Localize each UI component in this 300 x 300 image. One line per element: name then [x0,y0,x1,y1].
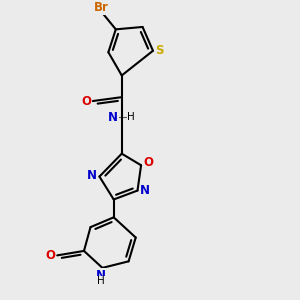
Text: O: O [143,156,154,170]
Text: H: H [128,112,135,122]
Text: N: N [108,111,118,124]
Text: Br: Br [94,1,108,14]
Text: N: N [140,184,150,197]
Text: O: O [46,249,56,262]
Text: N: N [96,269,106,282]
Text: N: N [87,169,97,182]
Text: H: H [97,276,105,286]
Text: O: O [81,94,92,107]
Text: S: S [155,44,164,57]
